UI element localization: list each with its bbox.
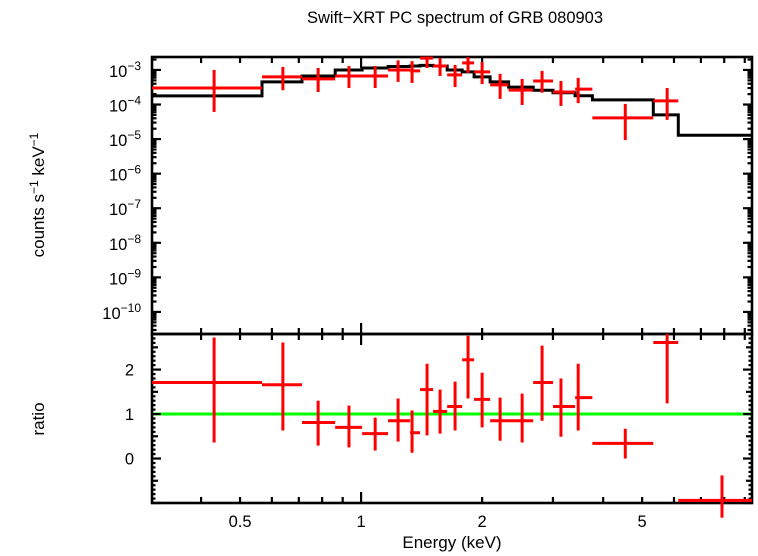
spectrum-data-point (420, 56, 434, 68)
ratio-data-point (152, 337, 263, 443)
x-tick-label: 2 (478, 513, 487, 531)
ratio-data-point (474, 372, 491, 428)
ratio-data-point (410, 410, 421, 453)
spectrum-y-tick-label: 10−7 (109, 197, 141, 219)
ratio-data-point (447, 381, 463, 431)
spectrum-data-point (262, 66, 303, 91)
x-tick-label: 1 (356, 513, 365, 531)
ratio-y-axis-label: ratio (29, 402, 48, 435)
spectrum-data-point (362, 66, 389, 89)
spectrum-data-point (552, 80, 576, 106)
spectrum-data-point (388, 60, 411, 82)
spectrum-y-tick-label: 10−3 (109, 59, 141, 81)
spectrum-data-point (653, 88, 679, 120)
spectrum-data-point (447, 64, 463, 88)
ratio-y-tick-label: 1 (125, 406, 134, 424)
ratio-data-point (508, 393, 534, 443)
spectrum-y-axis-label: counts s−1 keV−1 (27, 132, 48, 257)
ratio-data-point (262, 342, 303, 431)
spectrum-panel (150, 55, 754, 336)
ratio-y-tick-label: 2 (125, 362, 134, 380)
spectrum-y-tick-label: 10−6 (109, 163, 141, 185)
spectrum-y-tick-label: 10−4 (109, 94, 141, 116)
spectrum-data-point (533, 70, 553, 93)
ratio-data-point (462, 335, 475, 399)
x-tick-label: 5 (638, 513, 647, 531)
ratio-data-point (490, 397, 509, 441)
spectrum-y-tick-label: 10−10 (102, 301, 141, 323)
spectrum-y-tick-label: 10−5 (109, 128, 141, 150)
spectrum-data-point (575, 77, 593, 104)
spectrum-data-point (592, 103, 654, 141)
x-axis-label: Energy (keV) (402, 533, 501, 552)
spectrum-data-point (433, 58, 448, 76)
ratio-data-point (678, 475, 752, 518)
ratio-data-point (302, 400, 336, 446)
ratio-y-tick-label: 0 (125, 451, 134, 469)
spectrum-data-point (508, 78, 534, 105)
plot-area: 10−3 10−4 10−5 10−6 10−7 10−8 10−9 10−10 0 1 2 0.5 1… (102, 55, 754, 531)
spectrum-data-point (410, 61, 421, 83)
ratio-data-point (533, 345, 553, 421)
spectrum-y-tick-label: 10−9 (109, 266, 141, 288)
ratio-data-point (653, 334, 679, 404)
ratio-data-point (362, 417, 389, 451)
spectrum-data-point (335, 66, 363, 89)
spectrum-data-point (490, 73, 509, 99)
ratio-data-point (552, 378, 576, 437)
spectrum-data-point (462, 57, 475, 73)
spectrum-y-tick-label: 10−8 (109, 232, 141, 254)
ratio-panel (150, 332, 754, 505)
ratio-data-point (388, 398, 411, 442)
ratio-data-point (420, 363, 434, 436)
x-tick-label: 0.5 (229, 513, 252, 531)
spectrum-data-point (152, 69, 263, 112)
ratio-data-point (433, 389, 448, 434)
figure-title: Swift−XRT PC spectrum of GRB 080903 (307, 9, 603, 27)
spectrum-data-point (302, 67, 336, 93)
spectrum-data-point (474, 61, 491, 85)
ratio-data-point (575, 363, 593, 431)
ratio-data-point (335, 405, 363, 448)
ratio-data-point (592, 428, 654, 459)
